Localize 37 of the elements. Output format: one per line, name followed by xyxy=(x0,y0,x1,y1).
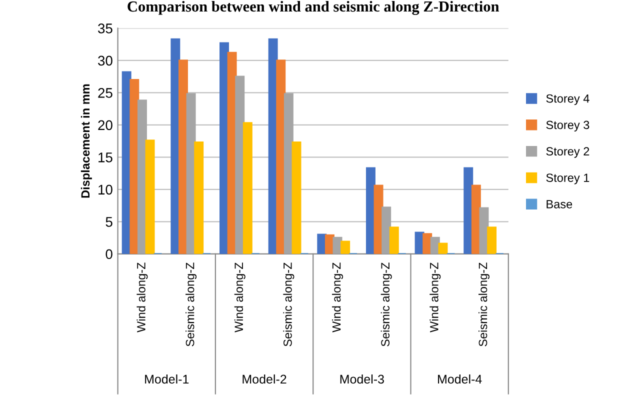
text: Model-1 xyxy=(145,374,189,384)
bar xyxy=(389,226,399,254)
y-tick-label: 5 xyxy=(106,217,112,227)
bar xyxy=(438,242,448,254)
y-tick-label: 25 xyxy=(98,88,112,98)
legend-label: Storey 1 xyxy=(546,174,590,184)
bar xyxy=(145,140,155,254)
x-tick-label: Seismic along-Z xyxy=(478,262,490,346)
x-tick-label: Seismic along-Z xyxy=(283,262,294,346)
legend-label: Storey 4 xyxy=(546,94,590,106)
chart-title: Comparison between wind and seismic along Z-Direction xyxy=(128,0,500,15)
x-tick-label: Wind along-Z xyxy=(332,262,344,332)
bar xyxy=(340,240,350,254)
text: Model-2 xyxy=(242,374,286,384)
x-tick-label: Wind along-Z xyxy=(430,262,441,332)
bar xyxy=(292,142,302,254)
text: Model-3 xyxy=(340,374,384,384)
y-tick-label: 0 xyxy=(106,249,112,260)
y-axis-title: Displacement in mm xyxy=(80,84,92,198)
bar xyxy=(194,142,204,254)
bar xyxy=(382,206,392,254)
legend-label: Base xyxy=(546,200,572,208)
x-tick-label: Seismic along-Z xyxy=(186,262,197,346)
x-tick-label: Wind along-Z xyxy=(136,262,148,332)
y-tick-label: 15 xyxy=(98,152,112,162)
bar xyxy=(479,207,489,254)
y-tick-label: 10 xyxy=(98,184,112,195)
y-tick-label: 20 xyxy=(98,120,112,130)
x-tick-label: Wind along-Z xyxy=(234,262,246,332)
y-tick-label: 30 xyxy=(98,56,112,66)
legend-label: Storey 2 xyxy=(546,147,590,158)
bar xyxy=(242,122,252,254)
text: Model-4 xyxy=(438,374,482,384)
y-tick-label: 35 xyxy=(98,24,112,34)
bar xyxy=(487,226,497,254)
x-tick-label: Seismic along-Z xyxy=(380,262,392,346)
legend-label: Storey 3 xyxy=(546,120,590,132)
